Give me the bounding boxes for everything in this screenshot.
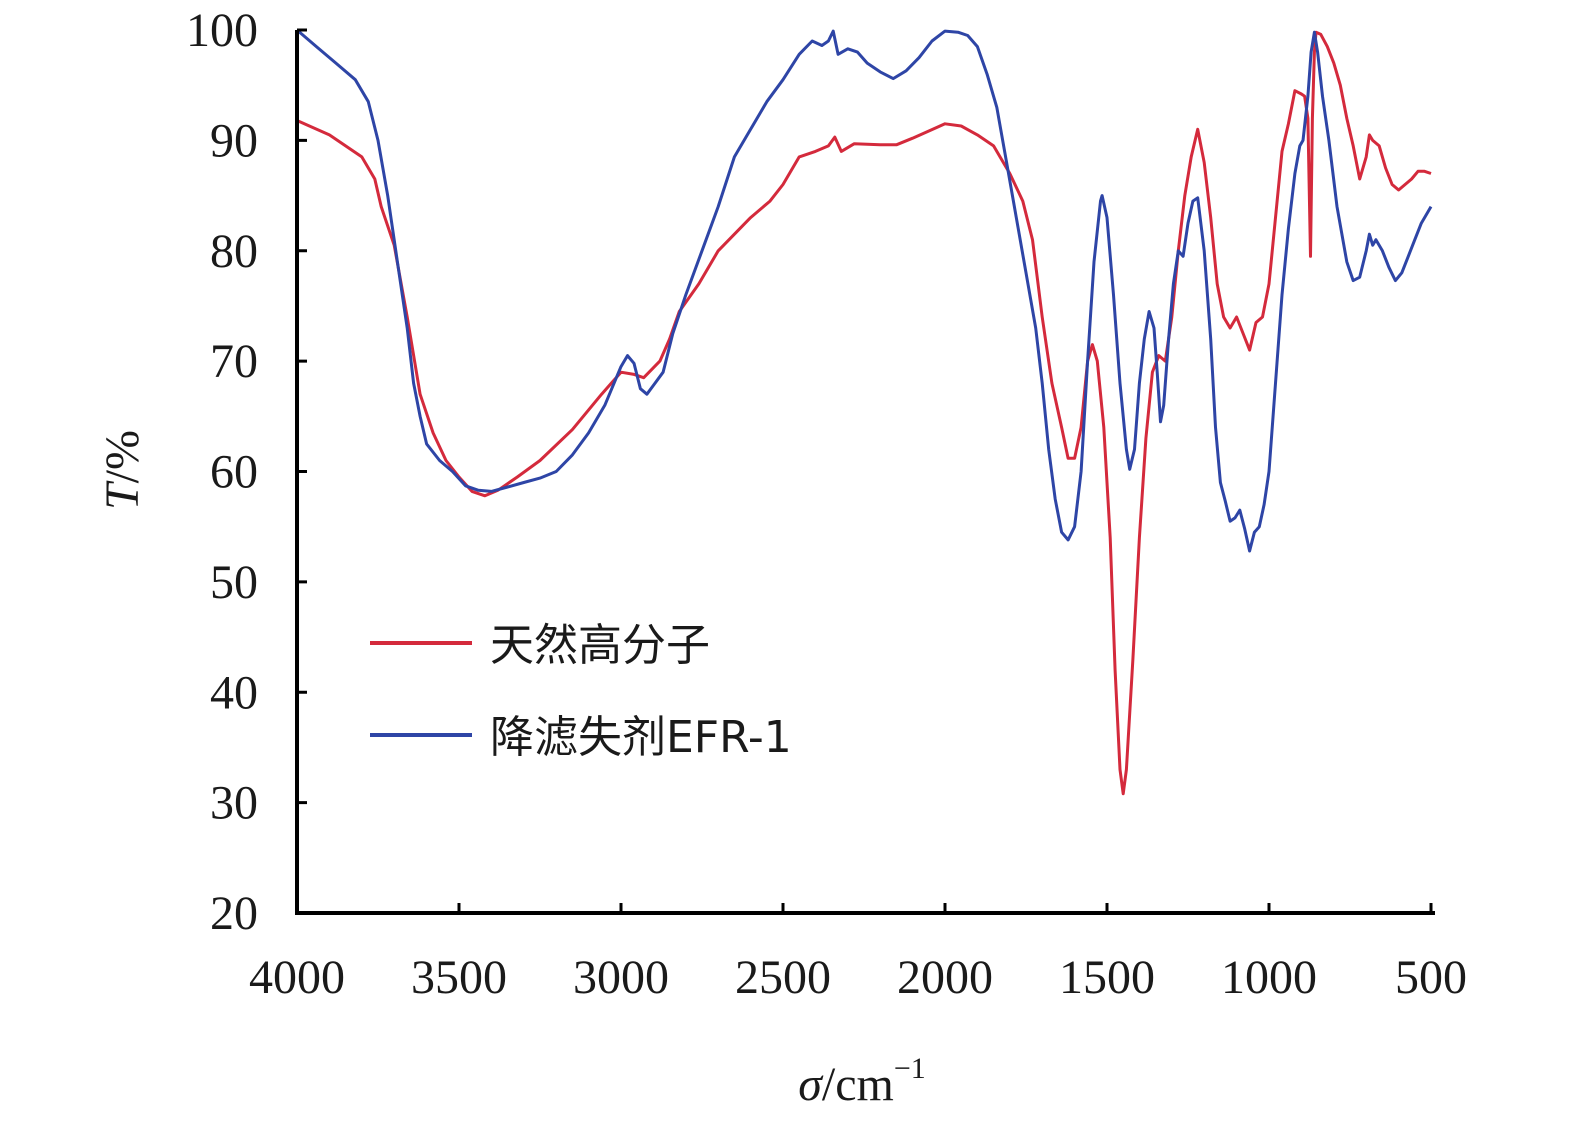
series-line-efr1 bbox=[296, 28, 1433, 553]
x-tick-label: 1500 bbox=[1059, 951, 1155, 1004]
y-tick-label: 90 bbox=[210, 114, 258, 167]
axis-ticks: 4000 3500 3000 2500 2000 1500 1000 500 100 90 80 70… bbox=[186, 4, 1467, 1004]
legend: 天然高分子 降滤失剂EFR-1 bbox=[370, 620, 792, 763]
y-tick-label: 100 bbox=[186, 4, 258, 57]
x-tick-label: 3000 bbox=[573, 951, 669, 1004]
y-tick-label: 60 bbox=[210, 446, 258, 499]
legend-label-efr1: 降滤失剂EFR-1 bbox=[490, 712, 792, 763]
legend-label-natural-polymer: 天然高分子 bbox=[490, 620, 710, 671]
y-tick-label: 40 bbox=[210, 666, 258, 719]
y-tick-label: 70 bbox=[210, 335, 258, 388]
series-line-natural-polymer bbox=[296, 30, 1432, 796]
x-tick-label: 1000 bbox=[1221, 951, 1317, 1004]
plot-lines bbox=[296, 28, 1433, 796]
x-tick-label: 3500 bbox=[411, 951, 507, 1004]
axes bbox=[295, 30, 1435, 915]
x-tick-label: 4000 bbox=[249, 951, 345, 1004]
y-tick-label: 20 bbox=[210, 887, 258, 940]
x-tick-label: 2000 bbox=[897, 951, 993, 1004]
y-axis-title: T/% bbox=[96, 430, 149, 510]
x-tick-label: 500 bbox=[1395, 951, 1467, 1004]
y-tick-label: 80 bbox=[210, 225, 258, 278]
x-axis-title: σ/cm−1 bbox=[798, 1052, 926, 1111]
x-tick-label: 2500 bbox=[735, 951, 831, 1004]
y-tick-label: 30 bbox=[210, 777, 258, 830]
y-tick-label: 50 bbox=[210, 556, 258, 609]
